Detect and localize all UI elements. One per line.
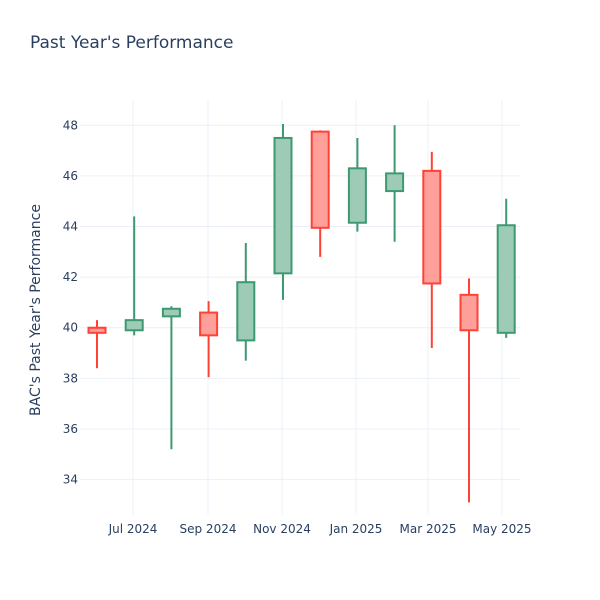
- candle-body: [199, 311, 219, 337]
- y-tick-label: 48: [63, 118, 78, 132]
- x-axis: Jul 2024 Sep 2024 Nov 2024 Jan 2025 Mar 2025…: [108, 522, 532, 536]
- candle: [347, 137, 367, 232]
- candle: [87, 320, 107, 369]
- y-tick-label: 42: [63, 270, 78, 284]
- candle: [422, 151, 442, 348]
- candle-body: [124, 319, 144, 332]
- candle-body: [236, 281, 256, 342]
- x-tick-label: Nov 2024: [253, 522, 311, 536]
- y-axis-title: BAC's Past Year's Performance: [28, 204, 44, 416]
- candle-body: [273, 136, 293, 275]
- candle-body: [161, 307, 181, 318]
- candle-body: [87, 326, 107, 334]
- candle: [385, 125, 405, 242]
- candle: [236, 242, 256, 361]
- x-tick-label: Mar 2025: [400, 522, 457, 536]
- candle-body: [347, 167, 367, 224]
- candle: [199, 301, 219, 378]
- x-tick-label: May 2025: [472, 522, 531, 536]
- candle: [273, 124, 293, 300]
- candle-body: [459, 293, 479, 332]
- y-tick-label: 38: [63, 371, 78, 385]
- candle-body: [310, 130, 330, 229]
- candle: [124, 216, 144, 336]
- candle: [161, 306, 181, 450]
- x-tick-label: Sep 2024: [180, 522, 237, 536]
- candle: [496, 198, 516, 338]
- y-tick-label: 46: [63, 169, 78, 183]
- candle-body: [385, 172, 405, 193]
- chart-title: Past Year's Performance: [30, 33, 234, 53]
- y-tick-label: 36: [63, 422, 78, 436]
- y-tick-label: 40: [63, 321, 78, 335]
- candle: [310, 130, 330, 257]
- x-tick-label: Jan 2025: [329, 522, 383, 536]
- grid: [80, 100, 520, 515]
- y-tick-label: 34: [63, 473, 78, 487]
- candle-body: [496, 224, 516, 334]
- x-tick-label: Jul 2024: [108, 522, 158, 536]
- y-tick-label: 44: [63, 220, 78, 234]
- y-axis: 34 36 38 40 42 44 46 48: [63, 118, 78, 486]
- candles: [87, 124, 516, 503]
- candle: [459, 278, 479, 503]
- candle-body: [422, 169, 442, 285]
